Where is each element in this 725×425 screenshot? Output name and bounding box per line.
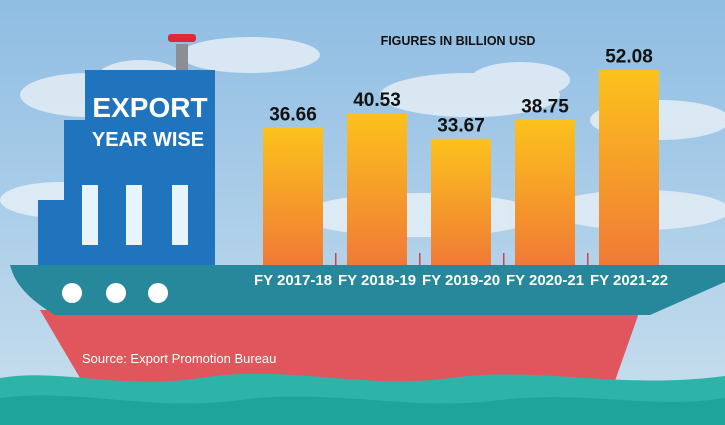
chart-title: EXPORT xyxy=(92,92,207,123)
category-label-3: FY 2020-21 xyxy=(506,272,584,289)
bar-1 xyxy=(347,113,407,265)
units-note: FIGURES IN BILLION USD xyxy=(381,34,536,48)
column-divider-1 xyxy=(335,253,337,265)
bar-2 xyxy=(431,138,491,265)
sea-wave-front xyxy=(0,395,725,425)
value-label-3: 38.75 xyxy=(521,97,569,118)
cabin-windows xyxy=(82,185,188,245)
bar-3 xyxy=(515,119,575,265)
bars-layer: 36.66 40.53 33.67 38.75 52.08 xyxy=(263,47,659,266)
bar-0 xyxy=(263,127,323,266)
category-label-2: FY 2019-20 xyxy=(422,272,500,289)
value-label-2: 33.67 xyxy=(437,116,485,137)
bar-4 xyxy=(599,69,659,265)
chart-subtitle: YEAR WISE xyxy=(92,129,204,151)
hull-lower xyxy=(40,310,640,395)
source-note: Source: Export Promotion Bureau xyxy=(82,351,276,366)
category-label-0: FY 2017-18 xyxy=(254,272,332,289)
value-label-0: 36.66 xyxy=(269,105,317,126)
category-labels-layer: FY 2017-18 FY 2018-19 FY 2019-20 FY 2020-21… xyxy=(254,272,668,289)
value-label-1: 40.53 xyxy=(353,90,401,111)
mast-light xyxy=(168,34,196,42)
column-divider-3 xyxy=(503,253,505,265)
column-divider-4 xyxy=(587,253,589,265)
value-label-4: 52.08 xyxy=(605,47,653,68)
hull-upper xyxy=(10,265,725,315)
mast xyxy=(176,44,188,74)
portholes xyxy=(62,283,168,303)
category-label-1: FY 2018-19 xyxy=(338,272,416,289)
column-divider-2 xyxy=(419,253,421,265)
category-label-4: FY 2021-22 xyxy=(590,272,668,289)
